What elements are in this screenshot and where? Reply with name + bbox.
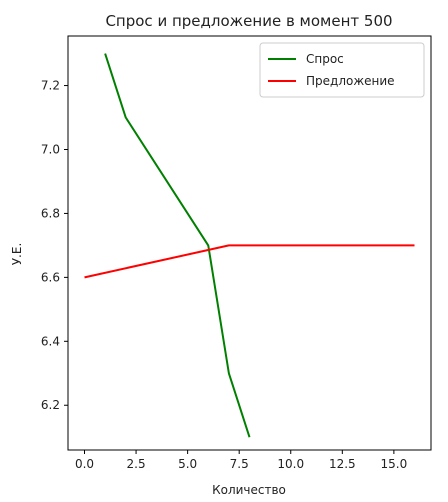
series-line-0: [104, 53, 251, 438]
y-axis-title: У.Е.: [10, 243, 24, 266]
series-line-1: [84, 244, 415, 279]
x-tick-label: 10.0: [277, 457, 304, 471]
x-tick-label: 2.5: [127, 457, 146, 471]
legend-box: [259, 42, 425, 98]
y-tick-label: 6.4: [41, 334, 60, 348]
plot-frame: [67, 35, 432, 451]
chart-title: Спрос и предложение в момент 500: [105, 12, 392, 30]
y-tick-label: 6.2: [41, 398, 60, 412]
x-axis-title: Количество: [212, 483, 286, 497]
x-tick-label: 12.5: [329, 457, 356, 471]
plot-area: 0.0 2.5 5.0 7.5 10.0 12.5 15.0 6.2 6.4 6.6 6.8 7.0 7…: [41, 35, 432, 471]
x-tick-label: 7.5: [230, 457, 249, 471]
legend-label: Предложение: [306, 74, 395, 88]
legend-label: Спрос: [306, 52, 344, 66]
legend: Спрос Предложение: [259, 42, 425, 98]
y-tick-label: 6.8: [41, 206, 60, 220]
x-tick-label: 0.0: [75, 457, 94, 471]
y-tick-label: 7.0: [41, 142, 60, 156]
y-tick-label: 7.2: [41, 79, 60, 93]
y-tick-label: 6.6: [41, 270, 60, 284]
x-tick-label: 15.0: [381, 457, 408, 471]
x-tick-label: 5.0: [178, 457, 197, 471]
